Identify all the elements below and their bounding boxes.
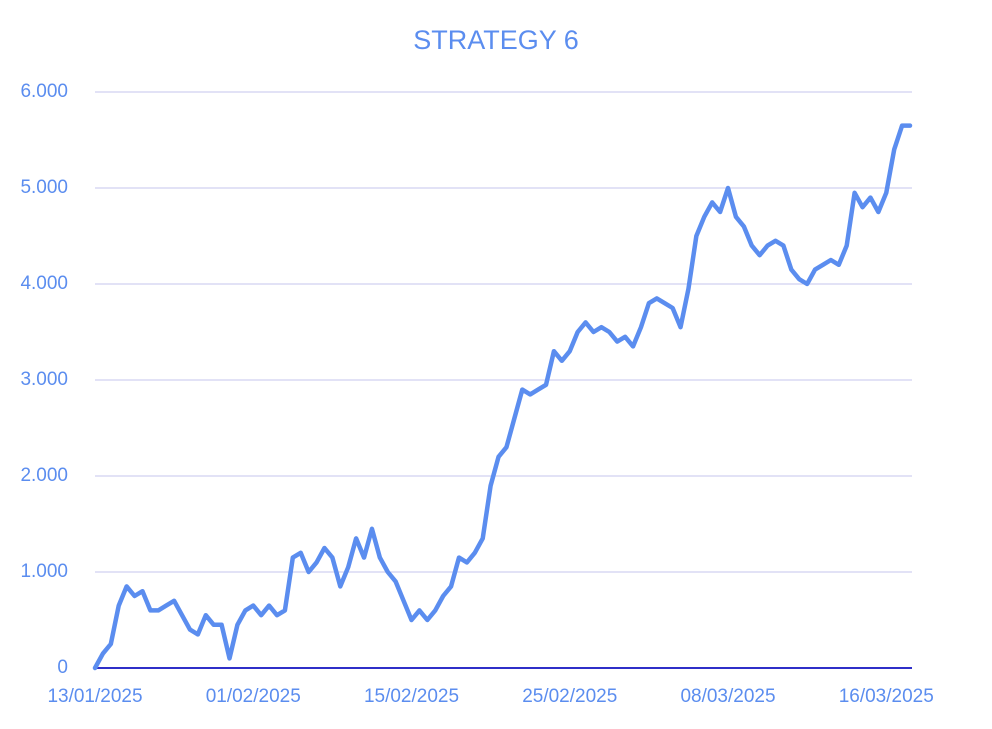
x-tick-label: 08/03/2025 xyxy=(680,686,775,707)
y-tick-label: 0 xyxy=(57,657,68,678)
chart-title: STRATEGY 6 xyxy=(413,25,579,55)
x-tick-label: 01/02/2025 xyxy=(206,686,301,707)
x-tick-label: 16/03/2025 xyxy=(839,686,934,707)
x-tick-label: 13/01/2025 xyxy=(47,686,142,707)
y-tick-label: 1.000 xyxy=(20,561,68,582)
x-tick-label: 15/02/2025 xyxy=(364,686,459,707)
y-tick-label: 5.000 xyxy=(20,177,68,198)
data-line xyxy=(92,123,913,671)
y-tick-label: 3.000 xyxy=(20,369,68,390)
y-tick-label: 6.000 xyxy=(20,81,68,102)
y-tick-label: 2.000 xyxy=(20,465,68,486)
y-tick-label: 4.000 xyxy=(20,273,68,294)
x-tick-label: 25/02/2025 xyxy=(522,686,617,707)
